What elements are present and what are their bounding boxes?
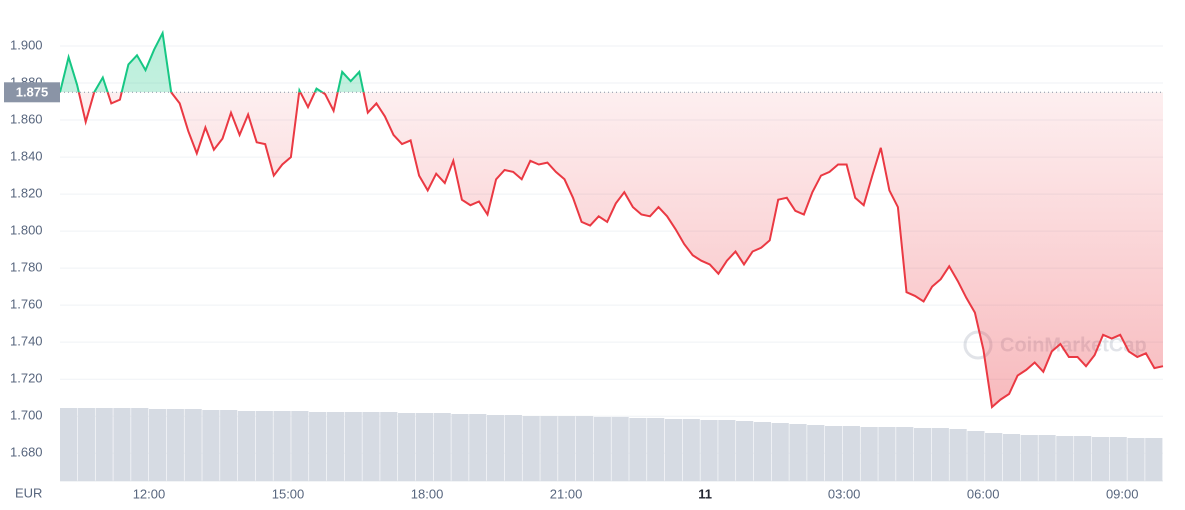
- x-tick-label: 03:00: [828, 486, 861, 501]
- volume-bar: [113, 408, 131, 481]
- y-tick-label: 1.680: [10, 445, 43, 460]
- volume-bar: [362, 412, 380, 481]
- volume-bar: [629, 418, 647, 481]
- volume-bar: [486, 415, 505, 481]
- volume-bar: [1020, 435, 1038, 481]
- volume-bar: [60, 408, 78, 481]
- volume-bar: [558, 416, 576, 481]
- volume-bar: [469, 414, 487, 481]
- volume-bar: [700, 420, 718, 481]
- x-tick-label: 06:00: [967, 486, 1000, 501]
- volume-bar: [1038, 435, 1056, 481]
- volume-bar: [255, 411, 273, 481]
- volume-bar: [1091, 437, 1110, 481]
- volume-bar: [291, 411, 309, 481]
- volume-bar: [273, 411, 291, 481]
- volume-bar: [1127, 438, 1145, 481]
- volume-bar: [896, 427, 914, 481]
- volume-bar: [789, 424, 807, 481]
- volume-bar: [647, 418, 665, 481]
- volume-bar: [451, 414, 469, 481]
- volume-bar: [807, 425, 825, 481]
- x-tick-label: 15:00: [272, 486, 305, 501]
- volume-bar: [1056, 436, 1074, 481]
- volume-bar: [131, 408, 149, 481]
- volume-bar: [309, 412, 327, 481]
- volume-bar: [237, 411, 256, 481]
- y-tick-label: 1.800: [10, 223, 43, 238]
- y-tick-label: 1.700: [10, 408, 43, 423]
- volume-bar: [682, 419, 700, 481]
- x-tick-label: 12:00: [133, 486, 166, 501]
- volume-bar: [148, 409, 167, 481]
- volume-bar: [842, 426, 860, 481]
- volume-bar: [220, 410, 238, 481]
- volume-bar: [504, 415, 522, 481]
- volume-bar: [380, 412, 398, 481]
- volume-bar: [166, 409, 184, 481]
- volume-bar: [753, 422, 772, 481]
- x-tick-label: 21:00: [550, 486, 583, 501]
- volume-bar: [931, 428, 949, 481]
- volume-bar: [824, 426, 843, 481]
- volume-bar: [771, 423, 789, 481]
- reference-label: 1.875: [16, 85, 49, 100]
- volume-bar: [540, 416, 558, 481]
- x-tick-label: 11: [698, 486, 712, 501]
- volume-bar: [326, 412, 345, 481]
- area-below: [60, 92, 1163, 407]
- volume-bar: [1074, 436, 1092, 481]
- volume-bar: [949, 429, 967, 481]
- volume-bar: [736, 421, 754, 481]
- volume-bar: [575, 416, 594, 481]
- volume-bar: [522, 416, 540, 481]
- y-tick-label: 1.820: [10, 186, 43, 201]
- x-tick-label: 18:00: [411, 486, 444, 501]
- volume-bar: [593, 417, 611, 481]
- volume-bar: [1145, 438, 1163, 481]
- currency-label: EUR: [15, 485, 42, 500]
- volume-bar: [77, 408, 95, 481]
- y-tick-label: 1.780: [10, 260, 43, 275]
- volume-bar: [967, 431, 985, 481]
- price-line-below: [59, 92, 1164, 409]
- volume-bar: [344, 412, 362, 481]
- y-tick-label: 1.740: [10, 334, 43, 349]
- volume-bar: [860, 427, 878, 481]
- volume-bar: [1109, 437, 1127, 481]
- y-tick-label: 1.840: [10, 149, 43, 164]
- volume-bar: [398, 413, 416, 481]
- volume-bar: [611, 417, 629, 481]
- volume-bar: [184, 409, 202, 481]
- volume-bar: [415, 413, 433, 481]
- volume-bar: [913, 428, 932, 481]
- x-tick-label: 09:00: [1106, 486, 1139, 501]
- volume-bar: [95, 408, 113, 481]
- y-tick-label: 1.760: [10, 297, 43, 312]
- volume-bar: [985, 433, 1003, 481]
- volume-bar: [433, 413, 451, 481]
- volume-bar: [1002, 434, 1021, 481]
- y-tick-label: 1.720: [10, 371, 43, 386]
- volume-bar: [664, 419, 683, 481]
- y-tick-label: 1.860: [10, 111, 43, 126]
- volume-bar: [202, 410, 220, 481]
- volume-bar: [878, 427, 896, 481]
- reference-label-box: [4, 82, 60, 103]
- y-tick-label: 1.900: [10, 37, 43, 52]
- volume-bar: [718, 420, 736, 481]
